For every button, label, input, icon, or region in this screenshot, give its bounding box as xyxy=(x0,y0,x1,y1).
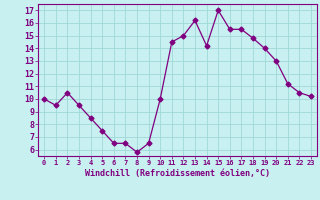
X-axis label: Windchill (Refroidissement éolien,°C): Windchill (Refroidissement éolien,°C) xyxy=(85,169,270,178)
